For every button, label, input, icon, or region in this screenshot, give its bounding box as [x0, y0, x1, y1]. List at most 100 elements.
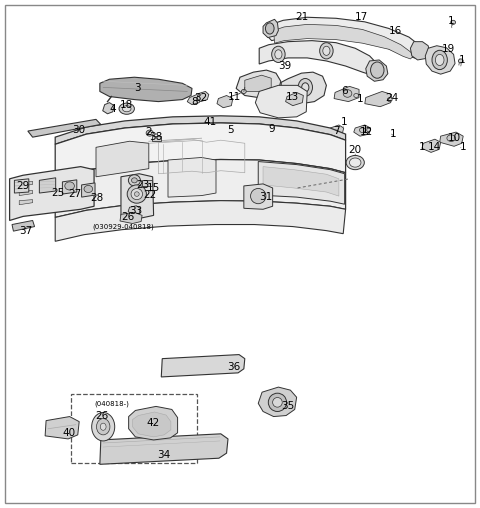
Text: 19: 19 [442, 44, 455, 54]
Polygon shape [263, 19, 278, 38]
Text: 1: 1 [340, 117, 347, 127]
Text: 3: 3 [134, 83, 141, 93]
Ellipse shape [268, 393, 287, 411]
Ellipse shape [65, 182, 74, 190]
Polygon shape [410, 42, 430, 60]
Polygon shape [236, 70, 281, 98]
Polygon shape [12, 220, 35, 231]
Ellipse shape [241, 89, 246, 93]
Text: 16: 16 [389, 26, 402, 37]
Ellipse shape [302, 83, 309, 92]
Text: 39: 39 [278, 61, 292, 71]
Polygon shape [161, 355, 245, 377]
Polygon shape [217, 96, 233, 108]
Polygon shape [286, 92, 303, 106]
Ellipse shape [267, 126, 271, 130]
Text: 32: 32 [194, 92, 207, 103]
Polygon shape [354, 125, 371, 136]
Polygon shape [366, 60, 388, 81]
Polygon shape [19, 181, 33, 186]
Polygon shape [120, 212, 142, 224]
Text: 20: 20 [348, 145, 362, 155]
Text: 15: 15 [147, 183, 160, 193]
Polygon shape [245, 75, 271, 91]
Polygon shape [39, 178, 56, 193]
Polygon shape [266, 123, 279, 134]
Ellipse shape [100, 423, 106, 430]
Text: 26: 26 [95, 410, 108, 421]
Polygon shape [96, 141, 149, 177]
Bar [142, 180, 152, 186]
Polygon shape [100, 77, 192, 102]
Polygon shape [268, 17, 422, 58]
Polygon shape [62, 180, 77, 194]
Text: 28: 28 [90, 193, 104, 203]
Polygon shape [258, 387, 297, 417]
Text: 1: 1 [419, 142, 426, 152]
Ellipse shape [273, 397, 282, 407]
Polygon shape [132, 412, 171, 437]
Ellipse shape [343, 90, 352, 98]
Ellipse shape [320, 43, 333, 59]
Polygon shape [281, 72, 326, 104]
Ellipse shape [132, 178, 137, 183]
Ellipse shape [432, 50, 447, 70]
Polygon shape [129, 406, 178, 440]
Text: 6: 6 [341, 86, 348, 97]
Polygon shape [187, 94, 201, 105]
Ellipse shape [354, 93, 359, 98]
Text: 13: 13 [286, 91, 300, 102]
Polygon shape [168, 157, 216, 197]
Polygon shape [263, 167, 339, 196]
Text: 22: 22 [143, 190, 156, 200]
Text: 24: 24 [385, 92, 398, 103]
Ellipse shape [129, 175, 140, 186]
Text: 37: 37 [19, 226, 32, 236]
Polygon shape [255, 85, 307, 118]
Ellipse shape [272, 46, 285, 62]
Polygon shape [244, 184, 273, 209]
Polygon shape [19, 200, 33, 205]
Polygon shape [422, 139, 441, 152]
Text: 18: 18 [120, 100, 133, 110]
Text: 42: 42 [146, 418, 159, 428]
Text: 1: 1 [448, 16, 455, 26]
Text: 30: 30 [72, 124, 85, 135]
Ellipse shape [360, 128, 365, 133]
Ellipse shape [298, 79, 312, 97]
Ellipse shape [251, 188, 266, 204]
Polygon shape [274, 24, 414, 59]
Ellipse shape [371, 62, 384, 78]
Polygon shape [197, 91, 209, 102]
Ellipse shape [134, 192, 139, 196]
Bar [71, 394, 197, 463]
Ellipse shape [346, 155, 364, 170]
Text: 2: 2 [145, 127, 152, 137]
Polygon shape [28, 119, 101, 137]
Text: 29: 29 [16, 181, 30, 191]
Text: 11: 11 [228, 91, 241, 102]
Text: 23: 23 [136, 180, 149, 190]
Text: 1: 1 [361, 124, 368, 135]
Polygon shape [222, 121, 235, 132]
Ellipse shape [435, 54, 444, 66]
Polygon shape [100, 434, 228, 464]
Polygon shape [14, 179, 29, 193]
Text: 7: 7 [333, 126, 339, 136]
Ellipse shape [131, 188, 143, 200]
Ellipse shape [275, 50, 282, 59]
Polygon shape [128, 206, 140, 215]
Polygon shape [55, 123, 346, 178]
Text: 38: 38 [149, 132, 162, 142]
Ellipse shape [451, 20, 456, 24]
Ellipse shape [146, 130, 154, 136]
Ellipse shape [84, 185, 93, 193]
Text: 40: 40 [62, 428, 76, 438]
Polygon shape [204, 117, 218, 128]
Text: 31: 31 [259, 192, 273, 202]
Polygon shape [425, 46, 455, 74]
Text: 25: 25 [51, 188, 64, 198]
Text: 9: 9 [268, 124, 275, 134]
Polygon shape [259, 41, 377, 75]
Polygon shape [440, 132, 463, 146]
